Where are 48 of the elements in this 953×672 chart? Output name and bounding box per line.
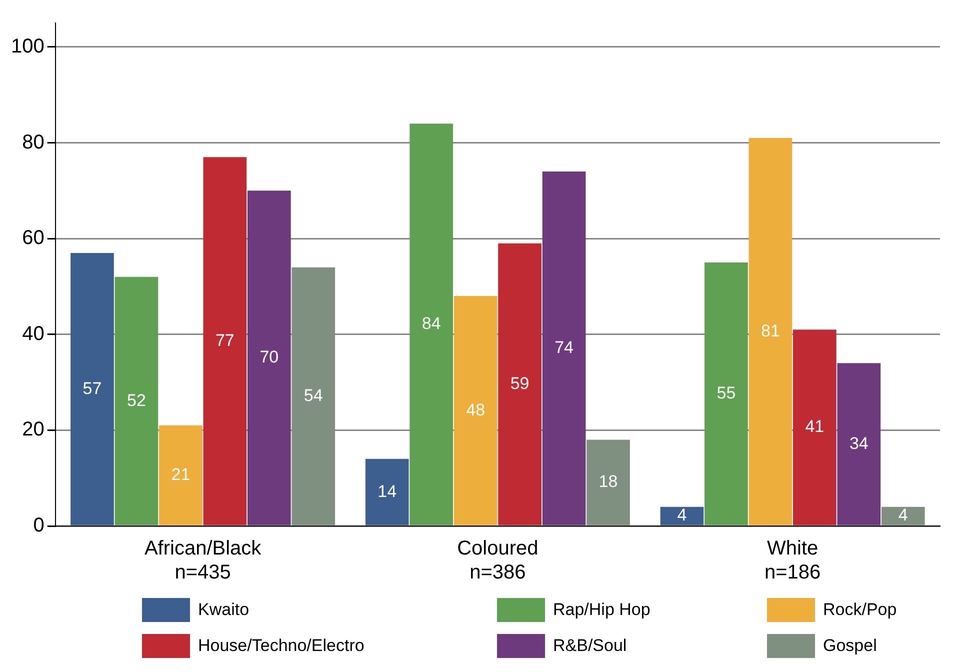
bar: [793, 330, 836, 526]
data-label: 74: [554, 338, 574, 358]
data-label: 57: [82, 378, 102, 398]
bar: [410, 124, 454, 526]
bar: [365, 458, 409, 526]
data-label: 48: [466, 400, 486, 420]
data-label: 4: [898, 506, 908, 525]
data-label: 34: [849, 434, 868, 453]
bar: [70, 252, 114, 526]
bar: [748, 138, 792, 526]
bar: [454, 296, 498, 526]
bar: [114, 276, 158, 526]
y-tick-label: 0: [33, 514, 44, 537]
data-label: 70: [260, 348, 279, 367]
x-tick-label: White n=186: [764, 538, 821, 584]
data-label: 52: [127, 390, 146, 410]
bar: [837, 363, 881, 526]
data-label: 4: [677, 506, 687, 525]
y-tick-label: 100: [10, 35, 44, 58]
legend-label: Gospel: [823, 636, 877, 656]
y-tick-label: 60: [22, 227, 44, 250]
data-label: 18: [598, 472, 618, 492]
data-label: 41: [805, 417, 824, 436]
data-label: 59: [510, 374, 530, 393]
legend-label: Rap/Hip Hop: [553, 600, 650, 620]
data-label: 84: [422, 314, 441, 334]
legend-label: Kwaito: [198, 600, 250, 620]
bar: [247, 190, 291, 526]
bar: [203, 157, 247, 526]
legend-label: Rock/Pop: [823, 600, 897, 620]
legend-label: R&B/Soul: [553, 636, 627, 656]
data-label: 55: [716, 384, 736, 403]
legend-label: House/Techno/Electro: [198, 636, 364, 656]
bar: [498, 243, 542, 526]
y-tick-label: 40: [22, 322, 44, 345]
bar: [704, 262, 748, 526]
x-tick-label: Coloured n=386: [457, 538, 538, 584]
data-label: 77: [215, 330, 234, 350]
y-tick-label: 80: [22, 131, 44, 154]
bar: [542, 172, 586, 526]
data-label: 54: [304, 386, 323, 405]
x-tick-label: African/Black n=435: [144, 538, 262, 584]
y-tick-label: 20: [22, 418, 44, 441]
data-label: 14: [378, 482, 397, 501]
bar: [159, 425, 202, 526]
bar: [660, 506, 704, 526]
data-label: 21: [171, 465, 190, 484]
data-label: 81: [760, 321, 780, 340]
